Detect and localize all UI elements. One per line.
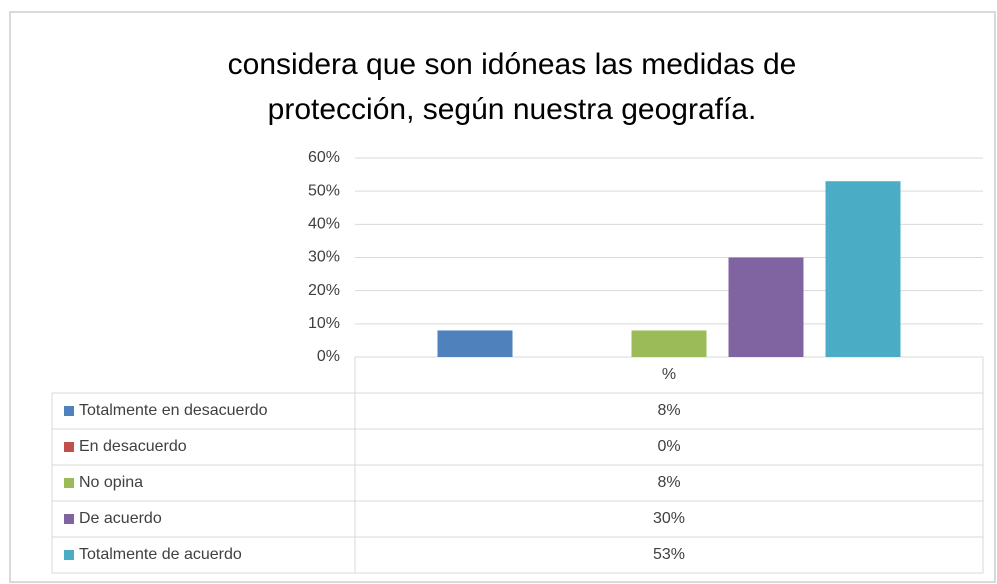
y-tick-label: 50% — [308, 182, 340, 199]
bar — [437, 330, 513, 357]
bar — [631, 330, 707, 357]
legend-label: De acuerdo — [79, 510, 162, 527]
legend-label: En desacuerdo — [79, 438, 187, 455]
y-tick-label: 20% — [308, 282, 340, 299]
legend-label: Totalmente de acuerdo — [79, 546, 242, 563]
chart-border — [9, 11, 996, 583]
y-tick-label: 10% — [308, 315, 340, 332]
chart-title: considera que son idóneas las medidas de… — [227, 48, 797, 126]
legend-key — [64, 550, 74, 560]
table-value: 53% — [653, 546, 685, 563]
y-tick-label: 30% — [308, 249, 340, 266]
bar — [728, 257, 804, 357]
table-value: 8% — [657, 474, 680, 491]
legend-key — [64, 442, 74, 452]
y-tick-label: 60% — [308, 149, 340, 166]
table-value: 30% — [653, 510, 685, 527]
table-value: 8% — [657, 402, 680, 419]
legend-label: No opina — [79, 474, 143, 491]
table-value: 0% — [657, 438, 680, 455]
table-header: % — [662, 366, 676, 383]
legend-key — [64, 406, 74, 416]
y-tick-label: 0% — [317, 348, 340, 365]
legend-key — [64, 514, 74, 524]
y-tick-label: 40% — [308, 216, 340, 233]
bar — [825, 181, 901, 357]
legend-label: Totalmente en desacuerdo — [79, 402, 268, 419]
legend-key — [64, 478, 74, 488]
